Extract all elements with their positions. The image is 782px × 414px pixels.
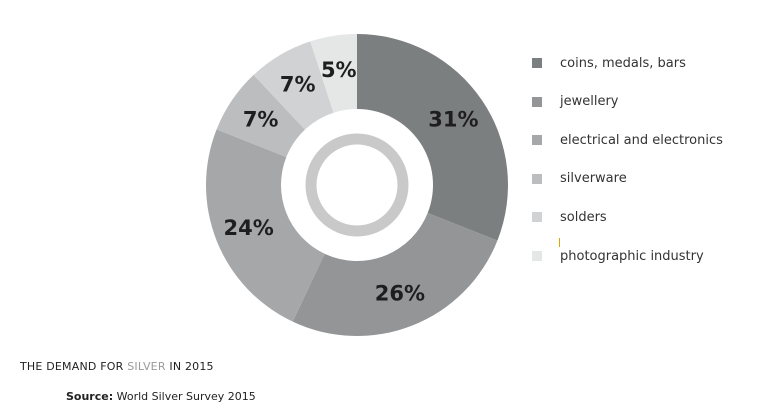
slice-label-4: 7% — [280, 73, 316, 97]
legend-item-1: jewellery — [532, 93, 752, 111]
chart-source: Source: World Silver Survey 2015 — [66, 390, 256, 403]
slice-4 — [253, 41, 334, 130]
legend-item-3: silverware — [532, 170, 752, 188]
chart-title: THE DEMAND FOR SILVER IN 2015 — [20, 360, 214, 373]
legend-swatch-3 — [532, 173, 542, 184]
legend-swatch-2 — [532, 135, 542, 146]
center-ring — [305, 133, 409, 237]
legend-item-0: coins, medals, bars — [532, 54, 752, 72]
slice-label-0: 31% — [428, 108, 478, 132]
slice-label-1: 26% — [375, 281, 425, 305]
slice-label-3: 7% — [243, 108, 279, 132]
legend-swatch-4 — [532, 212, 542, 223]
legend-label-5: photographic industry — [560, 248, 704, 264]
legend-item-5: photographic industry — [532, 247, 752, 265]
legend-tick-mark — [559, 238, 560, 247]
slice-label-2: 24% — [224, 216, 274, 240]
legend-label-0: coins, medals, bars — [560, 55, 686, 71]
slice-3 — [216, 74, 305, 158]
slice-1 — [292, 212, 498, 336]
legend-item-2: electrical and electronics — [532, 131, 752, 149]
legend-label-3: silverware — [560, 171, 627, 187]
slice-0 — [357, 34, 508, 241]
slice-2 — [206, 129, 325, 322]
title-suffix: IN 2015 — [165, 360, 214, 373]
legend-item-4: solders — [532, 208, 752, 226]
title-prefix: THE DEMAND FOR — [20, 360, 128, 373]
source-key: Source: — [66, 390, 114, 403]
legend-label-2: electrical and electronics — [560, 132, 723, 148]
legend-swatch-5 — [532, 251, 542, 261]
slice-label-5: 5% — [321, 58, 357, 82]
legend-label-1: jewellery — [560, 94, 619, 110]
legend-label-4: solders — [560, 209, 607, 225]
source-text: World Silver Survey 2015 — [113, 390, 256, 403]
title-highlight: SILVER — [127, 360, 166, 373]
slice-5 — [310, 34, 357, 113]
legend-swatch-0 — [532, 58, 542, 68]
legend-swatch-1 — [532, 96, 542, 107]
